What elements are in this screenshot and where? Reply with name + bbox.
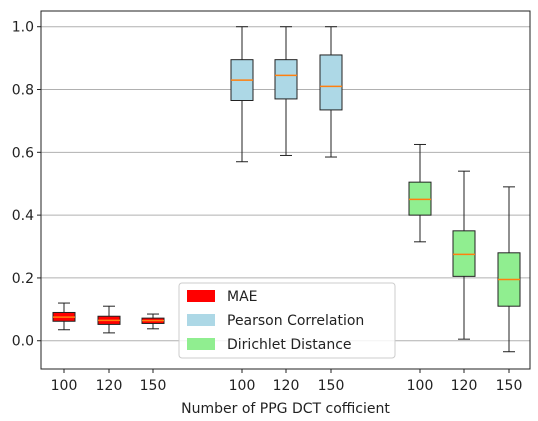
- x-tick-label: 100: [407, 378, 434, 394]
- box-pearson-correlation-150: [319, 26, 343, 158]
- legend-swatch: [187, 314, 215, 326]
- x-tick-label: 150: [318, 378, 345, 394]
- x-tick-label: 100: [51, 378, 78, 394]
- x-tick-label: 120: [451, 378, 478, 394]
- x-tick-label: 100: [229, 378, 256, 394]
- y-tick-label: 0.6: [12, 145, 34, 161]
- box-dirichlet-distance-100: [408, 143, 432, 243]
- x-tick-label: 120: [273, 378, 300, 394]
- box-series: [52, 26, 521, 353]
- box-mae-100: [52, 302, 76, 331]
- box-dirichlet-distance-120: [452, 170, 476, 340]
- box-mae-120: [97, 305, 121, 334]
- legend-label: Pearson Correlation: [227, 313, 364, 329]
- legend-label: MAE: [227, 289, 258, 305]
- box-iqr: [452, 230, 476, 277]
- x-tick-label: 120: [96, 378, 123, 394]
- box-pearson-correlation-100: [230, 26, 254, 163]
- x-tick-label: 150: [496, 378, 523, 394]
- box-iqr: [319, 54, 343, 111]
- x-axis-label: Number of PPG DCT cofficient: [181, 401, 390, 417]
- x-tick-label: 150: [140, 378, 167, 394]
- box-iqr: [408, 181, 432, 216]
- y-tick-label: 0.4: [12, 208, 34, 224]
- box-iqr: [274, 59, 298, 100]
- legend-swatch: [187, 290, 215, 302]
- y-tick-label: 0.8: [12, 83, 34, 99]
- box-dirichlet-distance-150: [497, 186, 521, 353]
- legend-label: Dirichlet Distance: [227, 337, 352, 353]
- y-tick-label: 0.2: [12, 271, 34, 287]
- box-pearson-correlation-120: [274, 26, 298, 156]
- y-tick-label: 0.0: [12, 334, 34, 350]
- y-tick-label: 1.0: [12, 20, 34, 36]
- x-axis: 100 120 150 100 120 150 100 120 150: [51, 369, 523, 394]
- legend-frame: [178, 282, 396, 359]
- box-mae-150: [141, 313, 165, 330]
- y-axis: 0.0 0.2 0.4 0.6 0.8 1.0: [12, 20, 41, 350]
- legend-swatch: [187, 338, 215, 350]
- legend: MAE Pearson Correlation Dirichlet Distance: [178, 282, 396, 359]
